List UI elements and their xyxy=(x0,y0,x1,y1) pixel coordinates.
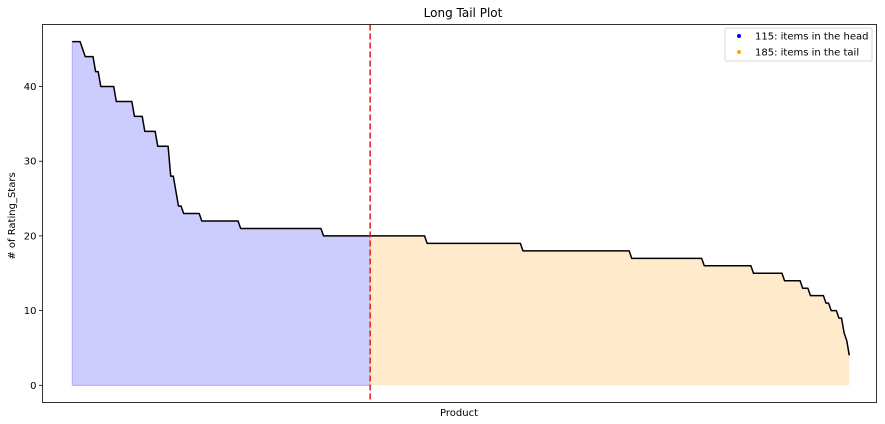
y-axis-ticks: 0 10 20 30 40 xyxy=(24,82,43,392)
long-tail-line xyxy=(72,40,851,356)
head-area xyxy=(71,41,371,386)
x-axis-label: Product xyxy=(440,408,478,419)
y-tick-label: 20 xyxy=(24,231,37,242)
y-tick-label: 10 xyxy=(24,306,37,317)
legend-marker-tail xyxy=(737,50,741,54)
plot-frame xyxy=(42,24,877,403)
legend-label-head: 115: items in the head xyxy=(755,32,868,43)
legend: 115: items in the head 185: items in the… xyxy=(724,27,873,62)
tail-area xyxy=(370,235,850,386)
legend-label-tail: 185: items in the tail xyxy=(755,48,859,59)
y-tick-label: 40 xyxy=(24,82,37,93)
plot-area xyxy=(71,24,851,403)
chart-title: Long Tail Plot xyxy=(424,6,503,20)
y-axis-label: # of Rating_Stars xyxy=(7,172,18,259)
y-tick-label: 30 xyxy=(24,157,37,168)
y-tick-label: 0 xyxy=(30,381,36,392)
legend-box xyxy=(724,27,873,62)
legend-marker-head xyxy=(737,34,741,38)
